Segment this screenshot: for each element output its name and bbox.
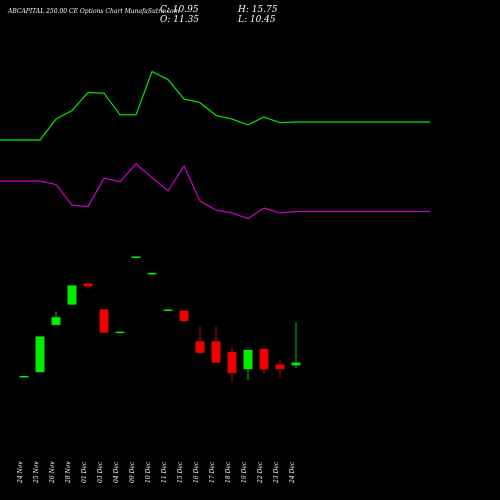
candle-body bbox=[67, 285, 77, 305]
lower-line-series bbox=[0, 163, 430, 220]
x-tick-label: 26 Nov bbox=[49, 461, 56, 484]
candle-body bbox=[227, 351, 237, 374]
x-tick-label: 25 Nov bbox=[33, 461, 40, 484]
candle-body bbox=[99, 309, 109, 333]
x-tick-label: 18 Dec bbox=[225, 461, 232, 483]
close-value: C: 10.95 bbox=[160, 5, 199, 15]
candle-body bbox=[195, 341, 205, 353]
x-tick-label: 17 Dec bbox=[209, 461, 216, 483]
x-tick-label: 04 Dec bbox=[113, 461, 120, 483]
candle-body bbox=[35, 336, 45, 373]
candle-body bbox=[51, 317, 61, 325]
candle-body bbox=[147, 272, 157, 275]
x-tick-label: 23 Dec bbox=[273, 461, 280, 484]
candle-body bbox=[179, 310, 189, 322]
x-tick-label: 10 Dec bbox=[145, 461, 152, 483]
candle-body bbox=[115, 331, 125, 334]
x-tick-label: 03 Dec bbox=[97, 461, 104, 483]
x-tick-label: 28 Nov bbox=[65, 461, 72, 484]
candle-body bbox=[163, 309, 173, 311]
x-tick-label: 15 Dec bbox=[177, 461, 184, 483]
chart-title: ABCAPITAL 250.00 CE Options Chart Munafa… bbox=[8, 8, 180, 15]
candle-body bbox=[19, 376, 29, 378]
x-tick-label: 24 Nov bbox=[17, 461, 24, 484]
candle-body bbox=[211, 341, 221, 363]
x-tick-label: 11 Dec bbox=[161, 461, 168, 483]
open-value: O: 11.35 bbox=[160, 15, 200, 25]
candle-body bbox=[243, 349, 253, 370]
candle-body bbox=[291, 362, 301, 366]
x-tick-label: 19 Dec bbox=[241, 461, 248, 483]
candle-body bbox=[83, 283, 93, 287]
x-tick-label: 24 Dec bbox=[289, 461, 296, 484]
upper-line-series bbox=[0, 70, 430, 141]
low-value: L: 10.45 bbox=[238, 15, 276, 25]
candle-body bbox=[259, 349, 269, 370]
x-tick-label: 16 Dec bbox=[193, 461, 200, 483]
candle-body bbox=[275, 364, 285, 370]
high-value: H: 15.75 bbox=[238, 5, 278, 15]
x-tick-label: 09 Dec bbox=[129, 461, 136, 483]
x-tick-label: 01 Dec bbox=[81, 461, 88, 483]
candle-body bbox=[131, 256, 141, 258]
x-tick-label: 22 Dec bbox=[257, 461, 264, 484]
